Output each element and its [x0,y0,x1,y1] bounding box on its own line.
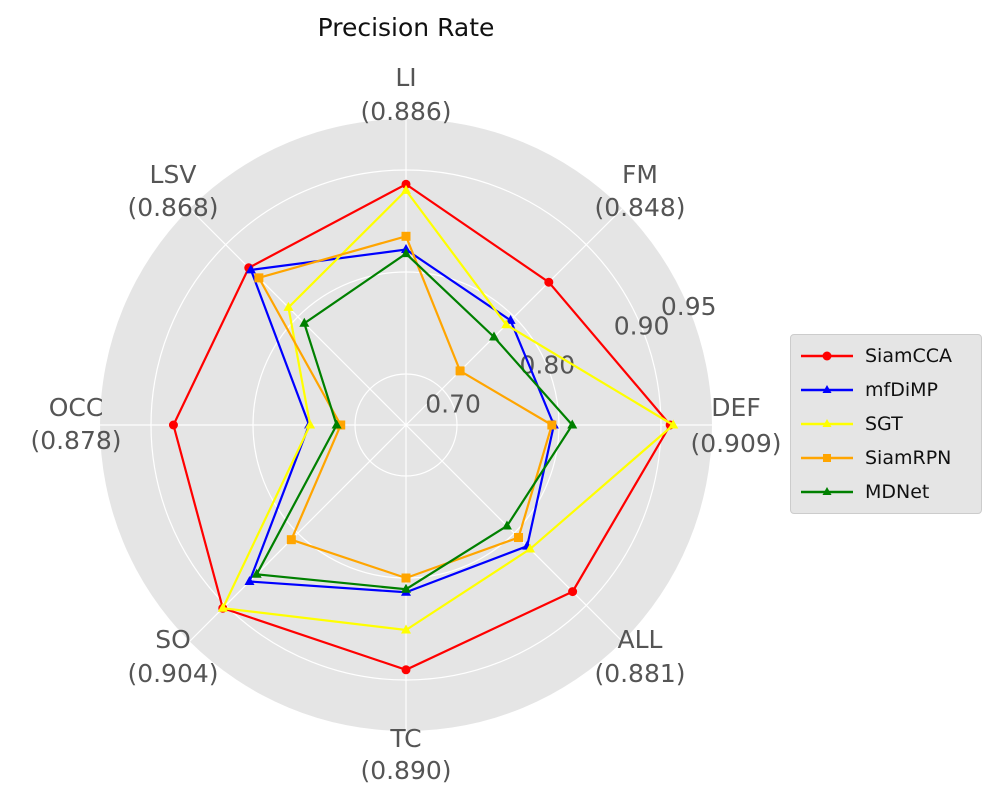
legend-label: SiamRPN [865,447,952,469]
category-value: (0.881) [594,659,685,688]
data-point [168,420,178,430]
category-name: OCC [49,393,104,422]
category-value: (0.878) [30,426,121,455]
category-value: (0.848) [594,193,685,222]
series-layer [168,179,679,675]
category-labels: DEF (0.909) FM (0.848) LI (0.886) LSV (0.868… [30,63,781,785]
legend-swatch-mdnet [801,487,853,495]
data-point [299,317,310,327]
legend-item-siamcca: SiamCCA [791,341,981,371]
data-point [401,665,411,675]
category-name: LI [395,63,416,92]
data-point [525,543,536,553]
data-point [286,535,296,545]
legend-label: mfDiMP [865,379,938,401]
legend-label: MDNet [865,481,930,503]
legend-swatch-mfdimp [801,385,853,393]
data-point [401,573,411,583]
legend-swatch-sgt [801,419,853,427]
category-label: TC (0.890) [360,724,451,785]
data-point [488,331,499,341]
data-point [305,419,316,429]
data-point [401,624,411,634]
data-point [401,179,411,189]
legend-swatch-siamcca [801,351,853,361]
data-point [501,520,512,530]
series-sgt [217,184,679,634]
data-point [401,248,411,258]
category-label: DEF (0.909) [690,393,781,458]
data-point [544,277,554,287]
category-label: SO (0.904) [127,625,218,688]
category-name: ALL [618,625,663,654]
category-value: (0.890) [360,756,451,785]
category-value: (0.868) [127,193,218,222]
radial-tick-label: 0.70 [425,389,481,418]
data-point [401,583,411,593]
category-value: (0.886) [360,97,451,126]
data-point [401,184,411,194]
grid-spoke [189,208,407,426]
data-point [251,568,262,578]
data-point [567,419,578,429]
legend: SiamCCA mfDiMP SGT SiamRPN MDNet [790,334,982,514]
legend-item-mdnet: MDNet [791,477,981,507]
grid-spoke [405,208,623,426]
legend-item-siamrpn: SiamRPN [791,443,981,473]
category-name: TC [389,724,421,753]
data-point [568,587,578,597]
legend-label: SGT [865,413,903,435]
data-point [505,314,516,324]
category-name: FM [622,160,658,189]
category-name: DEF [711,393,760,422]
category-value: (0.904) [127,659,218,688]
category-label: LSV (0.868) [127,160,218,222]
category-label: ALL (0.881) [594,625,685,688]
data-point [514,533,524,543]
category-name: LSV [150,160,197,189]
data-point [245,264,256,274]
radial-tick-label: 0.90 [614,311,670,340]
series-mdnet [251,248,578,593]
category-label: LI (0.886) [360,63,451,126]
chart-title: Precision Rate [318,13,495,42]
category-label: OCC (0.878) [30,393,121,455]
data-point [547,420,557,430]
radial-tick-label: 0.95 [661,292,717,321]
data-point [668,419,679,429]
data-point [336,420,346,430]
legend-swatch-siamrpn [801,454,853,462]
data-point [501,319,512,329]
data-point [254,273,264,283]
data-point [283,301,294,311]
category-value: (0.909) [690,429,781,458]
legend-item-sgt: SGT [791,409,981,439]
data-point [244,576,255,586]
data-point [331,419,342,429]
data-point [455,366,465,376]
category-name: SO [155,625,191,654]
data-point [217,602,228,612]
data-point [401,231,411,241]
category-label: FM (0.848) [594,160,685,222]
legend-label: SiamCCA [865,345,953,367]
legend-item-mfdimp: mfDiMP [791,375,981,405]
series-siamrpn [254,231,557,583]
